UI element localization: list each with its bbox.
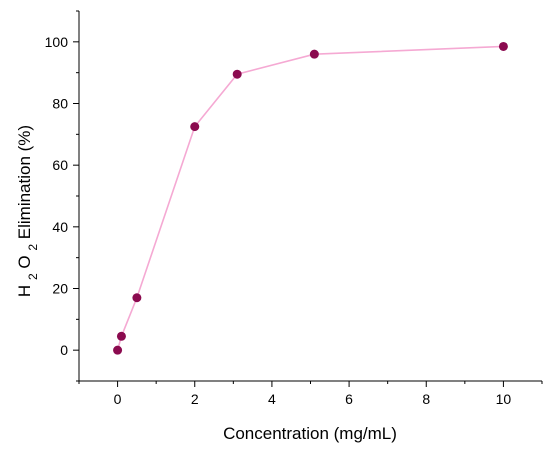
x-tick-label: 10 xyxy=(496,391,512,407)
data-point xyxy=(232,69,242,79)
data-point xyxy=(498,41,508,51)
x-tick-label: 8 xyxy=(422,391,430,407)
x-tick-label: 0 xyxy=(114,391,122,407)
y-axis-title: H 2 O 2 Elimination (%) xyxy=(15,125,40,297)
data-point xyxy=(309,49,319,59)
data-point xyxy=(113,345,123,355)
x-tick-label: 2 xyxy=(191,391,199,407)
y-axis-title-mid: O xyxy=(15,255,34,268)
y-tick-label: 40 xyxy=(52,219,68,235)
y-axis-title-sub2: 2 xyxy=(26,244,40,251)
data-point xyxy=(190,122,200,132)
series-layer xyxy=(113,41,508,355)
y-axis-title-suffix: Elimination (%) xyxy=(15,125,34,239)
x-tick-label: 4 xyxy=(268,391,276,407)
y-tick-label: 100 xyxy=(45,34,69,50)
x-axis-title: Concentration (mg/mL) xyxy=(223,424,397,443)
y-tick-label: 60 xyxy=(52,157,68,173)
y-axis-title-sub1: 2 xyxy=(26,273,40,280)
y-tick-label: 20 xyxy=(52,281,68,297)
data-point xyxy=(116,331,126,341)
series-line xyxy=(116,45,504,351)
y-tick-label: 0 xyxy=(60,342,68,358)
x-tick-label: 6 xyxy=(345,391,353,407)
y-tick-label: 80 xyxy=(52,96,68,112)
y-axis-title-prefix: H xyxy=(15,285,34,297)
data-point xyxy=(132,293,142,303)
